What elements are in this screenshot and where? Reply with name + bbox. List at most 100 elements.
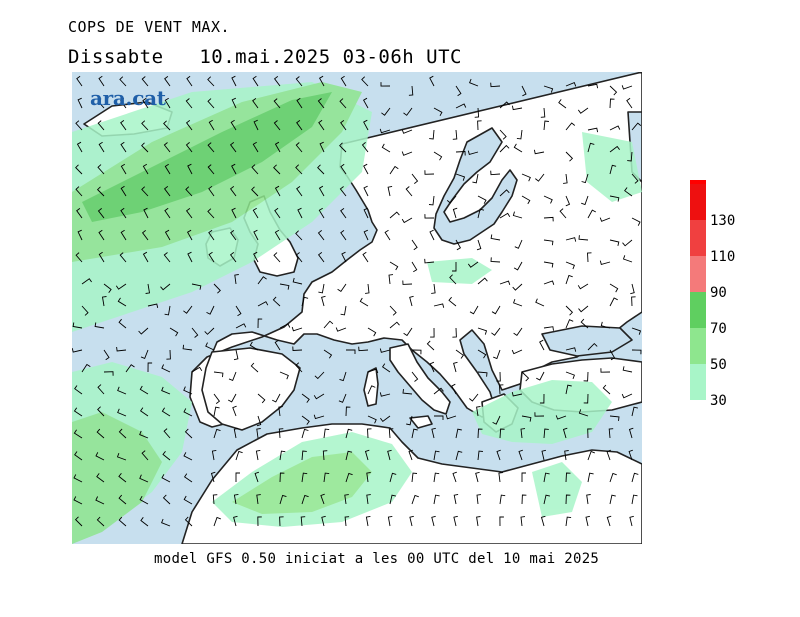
- wind-barb: [587, 428, 592, 439]
- wind-barb: [141, 120, 149, 131]
- wind-barb: [498, 472, 503, 483]
- wind-barb: [477, 349, 487, 359]
- wind-barb: [256, 415, 262, 427]
- wind-barb: [581, 195, 589, 206]
- wind-barb: [235, 323, 247, 329]
- wind-barb: [73, 407, 83, 417]
- wind-barb: [609, 239, 620, 247]
- gust-zone-70-north-atlantic: [82, 92, 332, 222]
- wind-barb: [565, 261, 575, 270]
- wind-barb: [402, 389, 413, 395]
- wind-barb: [340, 305, 347, 316]
- wind-barb: [185, 142, 193, 153]
- wind-barb: [389, 321, 400, 329]
- wind-barb: [211, 449, 217, 461]
- gust-legend: 30 50 70 90 110 130: [690, 180, 735, 409]
- wind-barb: [81, 363, 91, 373]
- wind-barb: [208, 251, 215, 263]
- wind-barb: [323, 428, 330, 439]
- wind-barb: [609, 415, 620, 421]
- wind-barb: [521, 494, 527, 505]
- chart-subtitle: Dissabte 10.mai.2025 03-06h UTC: [68, 46, 462, 68]
- wind-barb: [271, 393, 281, 403]
- wind-barb: [521, 371, 530, 382]
- wind-barb: [252, 141, 259, 153]
- wind-barb: [118, 428, 127, 439]
- wind-barb: [335, 327, 347, 332]
- legend-swatch-70: [690, 292, 706, 328]
- wind-barb: [163, 252, 171, 263]
- wind-barb: [366, 494, 371, 505]
- wind-barb: [565, 274, 573, 285]
- wind-barb: [543, 120, 549, 131]
- wind-barb: [251, 164, 259, 175]
- wind-barb: [490, 170, 501, 176]
- wind-barb: [141, 142, 149, 153]
- wind-barb: [187, 163, 193, 175]
- wind-barb: [628, 449, 633, 461]
- wind-barb: [475, 471, 480, 483]
- wind-barb: [273, 252, 281, 263]
- wind-barb: [543, 428, 549, 439]
- wind-barb: [313, 393, 325, 400]
- wind-barb: [631, 494, 638, 505]
- wind-barb: [429, 361, 435, 373]
- wind-barb: [81, 278, 92, 285]
- wind-barb: [600, 368, 611, 373]
- wind-barb: [227, 393, 237, 403]
- wind-barb: [358, 346, 369, 352]
- wind-barb: [411, 472, 418, 483]
- wind-barb: [455, 349, 464, 359]
- wind-barb: [587, 83, 599, 89]
- wind-barb: [118, 516, 127, 527]
- wind-barb: [379, 392, 391, 397]
- wind-barb: [630, 283, 635, 295]
- wind-barb: [380, 82, 391, 87]
- wind-barb: [292, 346, 303, 351]
- wind-barb: [274, 141, 281, 153]
- wind-barb: [279, 450, 286, 461]
- wind-barb: [469, 305, 479, 315]
- wind-barb: [230, 230, 237, 241]
- wind-barb: [183, 386, 193, 395]
- black-sea: [541, 325, 633, 357]
- wind-barb: [256, 428, 261, 439]
- wind-barb: [291, 326, 303, 332]
- wind-barb: [363, 119, 369, 131]
- wind-barb: [452, 471, 457, 483]
- wind-barb: [103, 283, 112, 293]
- wind-barb: [499, 101, 510, 109]
- wind-barb: [389, 472, 397, 483]
- wind-barb: [229, 142, 237, 153]
- legend-swatch-30: [690, 364, 706, 400]
- wind-barb: [543, 239, 554, 246]
- wind-barb: [379, 348, 391, 353]
- wind-barb: [455, 428, 462, 439]
- wind-barb: [317, 98, 325, 109]
- wind-barb: [257, 276, 267, 285]
- wind-barb: [631, 217, 641, 226]
- wind-barb: [345, 450, 353, 461]
- wind-barb: [365, 283, 370, 294]
- wind-barb: [476, 516, 481, 527]
- wind-barb: [235, 305, 242, 317]
- wind-barb: [213, 428, 221, 439]
- wind-barb: [94, 322, 105, 329]
- wind-barb: [387, 449, 392, 461]
- wind-barb: [186, 229, 193, 241]
- wind-barb: [74, 385, 83, 395]
- wind-barb: [322, 450, 328, 461]
- wind-barb: [256, 494, 261, 505]
- wind-barb: [426, 340, 435, 351]
- wind-barb: [585, 515, 591, 527]
- wind-barb: [583, 371, 589, 382]
- wind-barb: [389, 261, 399, 271]
- wind-barb: [274, 207, 281, 219]
- wind-barb: [622, 366, 633, 373]
- wind-barb: [147, 303, 159, 309]
- wind-barb: [411, 173, 419, 184]
- wind-barb: [496, 371, 501, 382]
- wind-barb: [518, 449, 523, 461]
- wind-barb: [231, 163, 237, 175]
- wind-barb: [297, 207, 303, 219]
